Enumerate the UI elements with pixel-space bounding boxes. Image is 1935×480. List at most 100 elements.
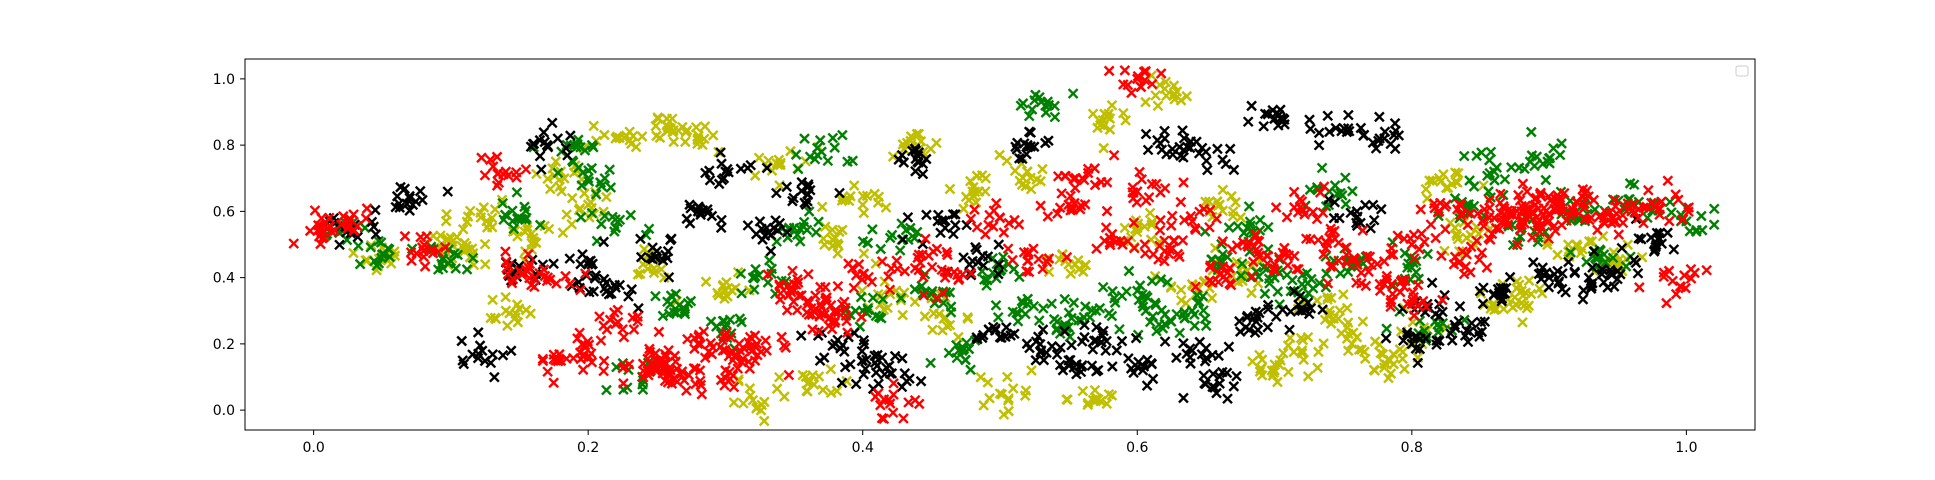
scatter-point (1414, 343, 1426, 355)
scatter-point (1313, 346, 1324, 358)
scatter-point (404, 205, 416, 216)
scatter-point (894, 245, 906, 256)
scatter-point (1198, 305, 1209, 316)
scatter-point (1214, 371, 1225, 383)
scatter-point (771, 383, 783, 395)
scatter-point (913, 128, 925, 140)
scatter-point (466, 243, 478, 254)
scatter-point (1377, 348, 1389, 360)
scatter-point (898, 287, 910, 298)
scatter-point (794, 236, 806, 247)
scatter-point (1003, 405, 1015, 417)
scatter-point (1211, 387, 1222, 399)
scatter-point (1065, 268, 1077, 279)
scatter-point (440, 215, 452, 227)
scatter-point (690, 121, 702, 133)
scatter-point (1193, 147, 1205, 159)
scatter-point (1512, 236, 1524, 248)
scatter-point (700, 276, 712, 288)
scatter-point (833, 226, 845, 238)
scatter-point (1028, 141, 1040, 153)
scatter-point (1664, 196, 1676, 208)
scatter-point (1552, 249, 1563, 261)
scatter-point (486, 212, 498, 224)
scatter-point (882, 302, 893, 314)
scatter-point (588, 286, 600, 297)
scatter-point (1217, 205, 1229, 217)
scatter-point (1020, 308, 1031, 320)
scatter-point (1228, 164, 1240, 176)
scatter-point (1133, 294, 1145, 306)
scatter-point (1337, 289, 1349, 300)
scatter-point (742, 220, 754, 231)
scatter-point (1189, 309, 1200, 320)
scatter-point (1242, 116, 1254, 128)
scatter-point (961, 337, 972, 349)
scatter-point (461, 264, 473, 275)
scatter-point (525, 308, 536, 319)
scatter-point (1388, 129, 1400, 141)
scatter-point (575, 211, 587, 223)
scatter-point (633, 302, 644, 314)
scatter-point (790, 149, 802, 160)
scatter-point (858, 338, 870, 350)
scatter-point (1485, 146, 1497, 158)
scatter-point (566, 218, 578, 230)
scatter-point (1103, 388, 1115, 400)
scatter-point (1202, 164, 1213, 176)
scatter-point (717, 315, 729, 327)
scatter-point (825, 363, 837, 375)
scatter-point (1397, 346, 1409, 358)
scatter-point (605, 288, 617, 299)
scatter-point (603, 288, 615, 300)
scatter-point (796, 176, 808, 188)
scatter-point (1149, 270, 1161, 282)
scatter-point (1038, 354, 1050, 366)
scatter-point (870, 367, 882, 378)
scatter-point (684, 217, 696, 229)
scatter-point (992, 311, 1004, 323)
scatter-point (1303, 287, 1314, 299)
scatter-point (1399, 247, 1411, 259)
scatter-point (487, 294, 498, 306)
scatter-point (1171, 352, 1182, 364)
scatter-point (925, 143, 937, 155)
scatter-point (1106, 361, 1118, 372)
scatter-point (1019, 390, 1031, 402)
scatter-point (1519, 163, 1530, 175)
scatter-point (909, 143, 921, 154)
scatter-point (800, 371, 812, 383)
scatter-point (1317, 304, 1328, 315)
scatter-point (861, 190, 873, 202)
scatter-point (520, 205, 532, 217)
scatter-point (354, 258, 366, 270)
legend-box (1735, 65, 1749, 77)
scatter-point (1297, 334, 1309, 346)
scatter-point (993, 259, 1005, 270)
scatter-point (522, 224, 533, 236)
scatter-point (1231, 370, 1242, 382)
scatter-point (512, 316, 524, 328)
scatter-point (662, 245, 674, 257)
scatter-point (1562, 239, 1574, 251)
scatter-point (479, 355, 491, 367)
scatter-point (657, 310, 669, 322)
scatter-point (475, 212, 487, 223)
scatter-point (1175, 294, 1187, 306)
scatter-point (625, 209, 637, 221)
scatter-point (1323, 194, 1334, 205)
scatter-point (1511, 283, 1523, 294)
scatter-point (1066, 339, 1077, 351)
scatter-point (1035, 175, 1046, 187)
scatter-point (1068, 297, 1080, 309)
scatter-point (751, 401, 763, 413)
y-tick-label: 1.0 (213, 72, 235, 88)
scatter-point (1217, 184, 1229, 196)
scatter-point (944, 183, 956, 195)
scatter-point (1262, 221, 1274, 233)
scatter-point (609, 279, 621, 291)
scatter-point (799, 133, 810, 144)
scatter-point (857, 190, 869, 202)
scatter-point (813, 216, 824, 228)
scatter-point (949, 219, 961, 231)
